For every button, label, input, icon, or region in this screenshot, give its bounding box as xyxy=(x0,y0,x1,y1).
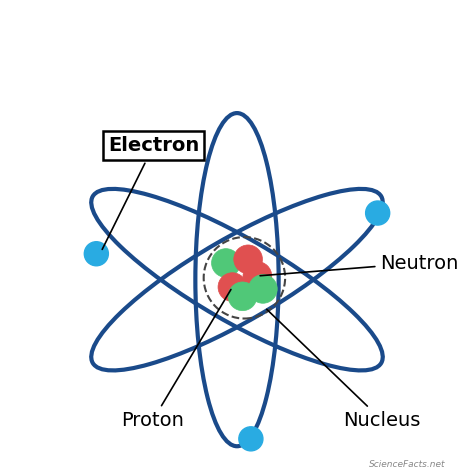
Circle shape xyxy=(84,242,109,266)
Circle shape xyxy=(239,427,263,451)
Circle shape xyxy=(248,274,277,303)
Text: Electron: Electron xyxy=(102,136,200,249)
Text: ScienceFacts.net: ScienceFacts.net xyxy=(369,460,445,469)
Circle shape xyxy=(218,273,246,301)
Text: Neutron: Neutron xyxy=(260,254,459,276)
Circle shape xyxy=(234,245,263,273)
Text: Electron: Electron xyxy=(127,20,347,65)
Circle shape xyxy=(228,282,257,310)
Circle shape xyxy=(243,262,272,290)
Text: Proton: Proton xyxy=(121,290,231,430)
Circle shape xyxy=(365,201,390,225)
Circle shape xyxy=(211,249,240,277)
Text: Nucleus: Nucleus xyxy=(267,310,421,430)
